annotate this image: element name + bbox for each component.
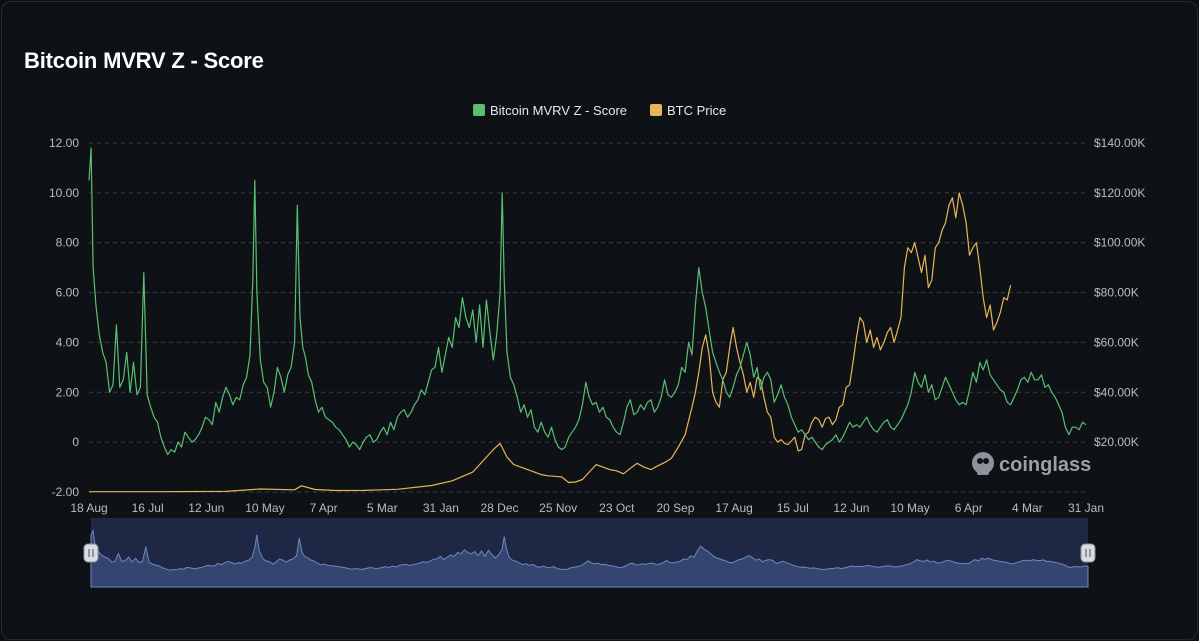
x-tick-label: 16 Jul (132, 501, 164, 515)
x-tick-label: 5 Mar (367, 501, 398, 515)
y-left-tick-label: 8.00 (56, 236, 80, 250)
y-left-tick-label: 6.00 (56, 286, 80, 300)
series-line-btc-price (89, 192, 1012, 493)
legend-label: Bitcoin MVRV Z - Score (490, 103, 627, 118)
brand-name: coinglass (999, 454, 1091, 476)
x-tick-label: 31 Jan (1068, 501, 1104, 515)
legend-swatch (650, 104, 662, 116)
legend-item-btc-price[interactable]: BTC Price (650, 103, 726, 118)
legend-label: BTC Price (667, 103, 726, 118)
x-tick-label: 25 Nov (539, 501, 577, 515)
y-right-tick-label: $120.00K (1094, 186, 1145, 200)
x-tick-label: 20 Sep (656, 501, 694, 515)
y-right-tick-label: $20.00K (1094, 435, 1139, 449)
x-tick-label: 23 Oct (599, 501, 635, 515)
y-right-tick-label: $80.00K (1094, 286, 1139, 300)
x-tick-label: 31 Jan (423, 501, 459, 515)
x-tick-label: 4 Mar (1012, 501, 1043, 515)
navigator-handle-icon (88, 549, 94, 557)
y-left-tick-label: 4.00 (56, 335, 80, 349)
y-left-tick-label: 0 (72, 435, 79, 449)
navigator-handle-right[interactable] (1080, 543, 1096, 563)
coinglass-logo-icon (972, 452, 994, 475)
y-left-tick-label: -2.00 (52, 485, 80, 499)
y-left-tick-label: 10.00 (49, 186, 79, 200)
y-right-tick-label: $40.00K (1094, 385, 1139, 399)
coinglass-watermark: coinglass (972, 452, 1091, 476)
x-tick-label: 10 May (245, 501, 284, 515)
legend-swatch (473, 104, 485, 116)
x-tick-label: 12 Jun (833, 501, 869, 515)
y-left-tick-label: 12.00 (49, 136, 79, 150)
x-tick-label: 7 Apr (310, 501, 338, 515)
page-title: Bitcoin MVRV Z - Score (24, 48, 264, 73)
navigator-handle-left[interactable] (83, 543, 99, 563)
y-right-tick-label: $60.00K (1094, 335, 1139, 349)
y-right-tick-label: $100.00K (1094, 236, 1145, 250)
x-tick-label: 10 May (890, 501, 929, 515)
navigator-mini-series (90, 528, 1089, 588)
y-left-tick-label: 2.00 (56, 385, 80, 399)
x-tick-label: 15 Jul (777, 501, 809, 515)
x-tick-label: 12 Jun (188, 501, 224, 515)
x-tick-label: 18 Aug (70, 501, 107, 515)
x-tick-label: 17 Aug (715, 501, 752, 515)
series-line-mvrv (88, 147, 1087, 456)
y-right-tick-label: $140.00K (1094, 136, 1145, 150)
navigator-handle-icon (1085, 549, 1091, 557)
x-tick-label: 28 Dec (481, 501, 519, 515)
range-navigator[interactable] (83, 518, 1096, 588)
legend-item-mvrv[interactable]: Bitcoin MVRV Z - Score (473, 103, 627, 118)
x-tick-label: 6 Apr (955, 501, 983, 515)
